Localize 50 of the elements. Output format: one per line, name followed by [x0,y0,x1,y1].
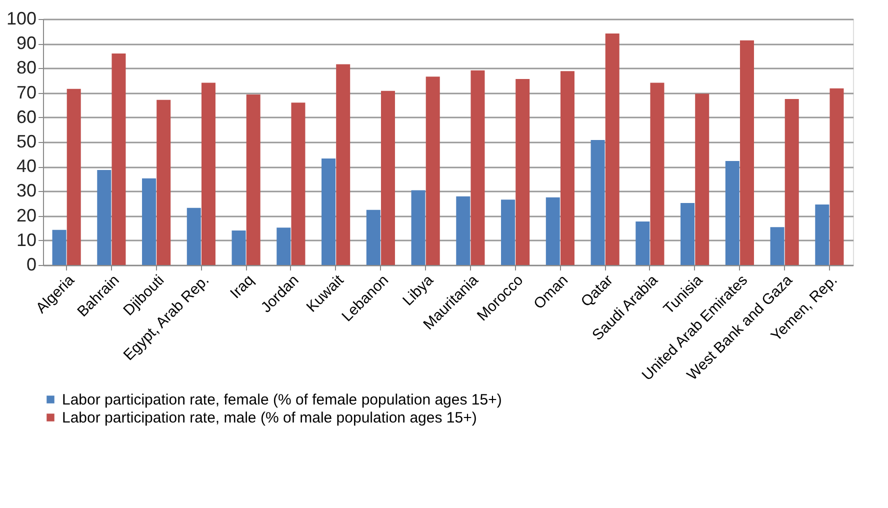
bar [380,90,395,265]
bar [650,82,664,265]
legend-label: Labor participation rate, male (% of male population ages 15+) [62,410,477,426]
bar [784,98,799,265]
bar [232,230,246,265]
bar [291,102,306,265]
bar [156,100,171,265]
y-tick-label: 100 [6,8,36,28]
y-tick-label: 20 [16,205,36,226]
bar [740,40,754,265]
y-tick-label: 40 [16,156,36,176]
bar [426,76,440,265]
y-tick-label: 50 [16,132,36,152]
bar [142,178,156,265]
bar [516,79,530,265]
bar [201,82,216,265]
bar [276,228,291,265]
bar [336,64,350,265]
bar [186,208,201,265]
bar [366,210,380,265]
bar [112,53,126,265]
bar [680,203,695,265]
bar [456,196,470,265]
bar [590,140,605,265]
y-tick-label: 80 [16,58,36,78]
bar [636,221,650,265]
bar [501,200,516,265]
bar [725,160,740,265]
bar [246,94,260,265]
bar [770,227,784,265]
bar [66,88,81,265]
y-tick-label: 0 [26,254,36,274]
y-tick-label: 10 [16,230,36,250]
bar [546,197,560,265]
y-tick-label: 60 [16,106,36,127]
legend-label: Labor participation rate, female (% of female population ages 15+) [62,392,502,408]
bar [411,190,426,265]
bar [815,204,830,265]
y-tick-label: 70 [16,82,36,102]
bar [560,71,574,265]
bar [52,230,66,265]
x-tick-label: Iraq [227,272,258,302]
bar [470,70,485,265]
bar [605,34,620,265]
bar [322,158,336,265]
bar [695,94,710,265]
bar [830,88,844,265]
y-tick-label: 30 [16,180,36,201]
y-tick-label: 90 [16,33,36,54]
bar [97,170,112,265]
